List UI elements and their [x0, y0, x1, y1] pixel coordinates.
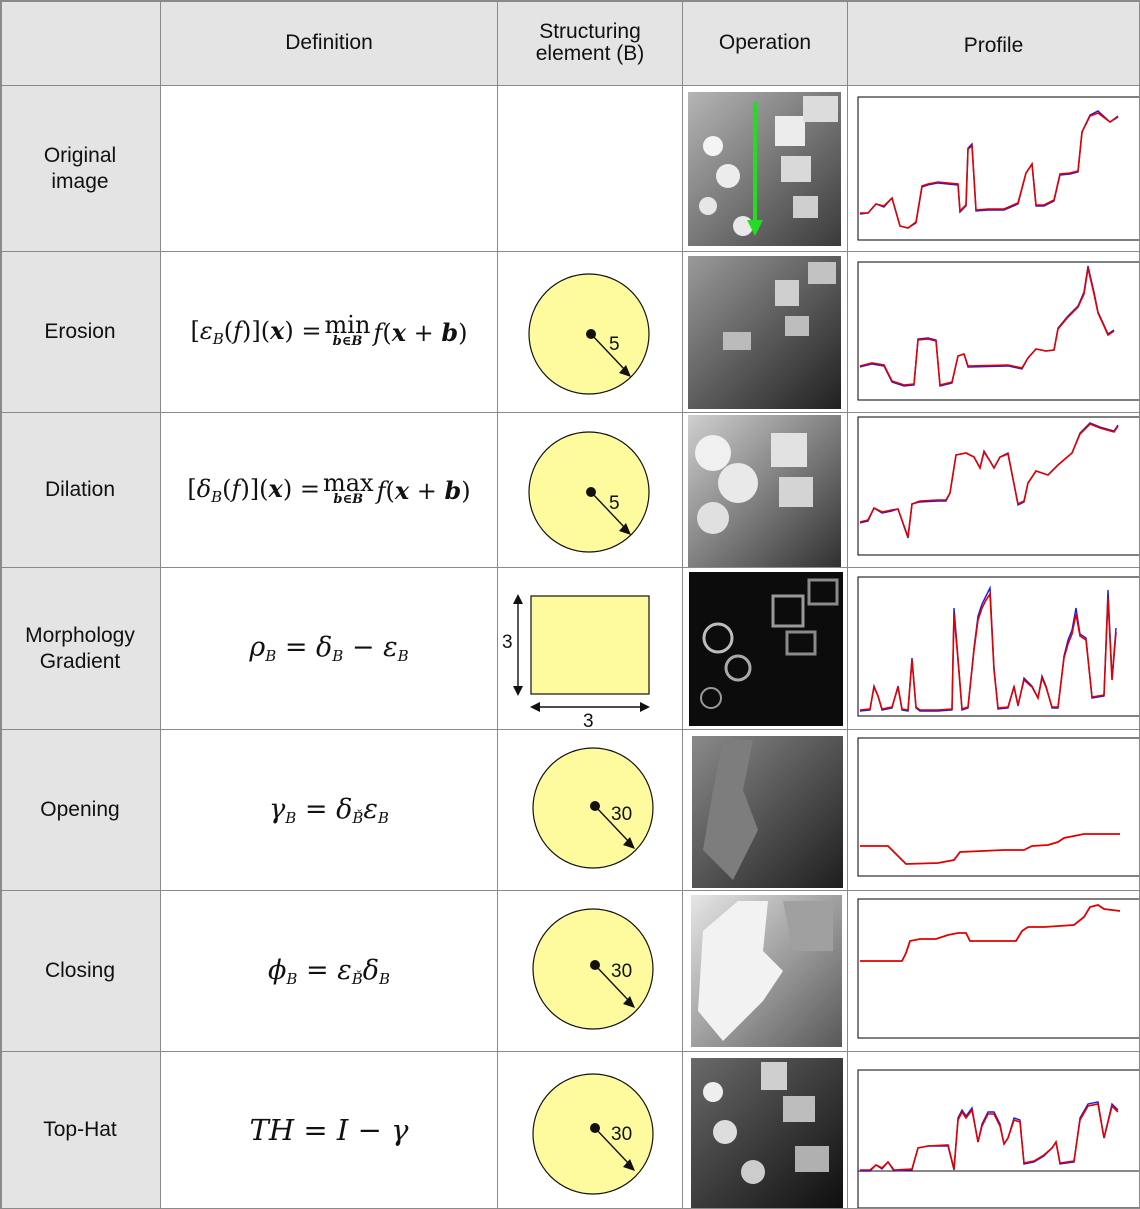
row-label-tophat: Top-Hat [0, 1052, 161, 1209]
profile-gradient [848, 568, 1140, 730]
square-height-label: 3 [502, 632, 513, 653]
structuring-closing: 30 [498, 891, 683, 1052]
structuring-gradient: 3 3 [498, 568, 683, 730]
square-width-label: 3 [583, 711, 594, 730]
profile-erosion [848, 252, 1140, 413]
profile-red [860, 112, 1119, 229]
operation-erosion [683, 252, 848, 413]
original-image [688, 92, 841, 246]
row-label-closing: Closing [0, 891, 161, 1052]
closing-image [691, 895, 842, 1047]
profile-red [859, 423, 1119, 538]
header-operation: Operation [683, 0, 848, 86]
operation-closing [683, 891, 848, 1052]
profile-red [860, 904, 1121, 962]
definition-original [161, 86, 498, 252]
profile-red [859, 267, 1115, 387]
profile-original [848, 86, 1140, 252]
profile-closing [848, 891, 1140, 1052]
row-label-original: Original image [0, 86, 161, 252]
definition-opening: γB = δB̌εB [161, 730, 498, 891]
radius-label: 30 [611, 961, 632, 982]
radius-label: 30 [611, 1124, 632, 1145]
definition-gradient: ρB = δB − εB [161, 568, 498, 730]
definition-dilation: [δB(f)](x) = max b∈B f(x + b) [161, 413, 498, 568]
radius-label: 5 [609, 493, 620, 514]
profile-red [859, 591, 1117, 711]
definition-closing: ϕB = εB̌δB [161, 891, 498, 1052]
definition-erosion: [εB(f)](x) = min b∈B f(x + b) [161, 252, 498, 413]
gradient-image [689, 572, 843, 726]
profile-plot [857, 416, 1139, 556]
header-corner [0, 0, 161, 86]
row-label-gradient: Morphology Gradient [0, 568, 161, 730]
disk-icon [532, 1073, 654, 1195]
row-label-erosion: Erosion [0, 252, 161, 413]
operation-original [683, 86, 848, 252]
row-label-dilation: Dilation [0, 413, 161, 568]
opening-image [692, 736, 843, 888]
dilation-image [688, 415, 841, 567]
definition-tophat: TH = I − γ [161, 1052, 498, 1209]
header-profile: Profile [848, 0, 1140, 86]
profile-plot [857, 737, 1139, 877]
structuring-erosion: 5 [498, 252, 683, 413]
structuring-original [498, 86, 683, 252]
operation-tophat [683, 1052, 848, 1209]
profile-opening [848, 730, 1140, 891]
profile-plot [857, 1069, 1139, 1208]
operation-dilation [683, 413, 848, 568]
profile-plot [857, 96, 1139, 241]
operation-opening [683, 730, 848, 891]
header-structuring-element: Structuring element (B) [498, 0, 683, 86]
structuring-tophat: 30 [498, 1052, 683, 1209]
profile-plot [857, 576, 1139, 717]
row-label-opening: Opening [0, 730, 161, 891]
profile-tophat [848, 1052, 1140, 1209]
profile-blue [860, 1101, 1119, 1172]
structuring-dilation: 5 [498, 413, 683, 568]
operation-gradient [683, 568, 848, 730]
radius-label: 30 [611, 804, 632, 825]
tophat-image [691, 1058, 843, 1208]
radius-label: 5 [609, 334, 620, 355]
header-definition: Definition [161, 0, 498, 86]
structuring-opening: 30 [498, 730, 683, 891]
profile-plot [857, 261, 1139, 401]
square-icon [530, 595, 650, 695]
profile-red [860, 1103, 1119, 1171]
erosion-image [688, 256, 841, 409]
profile-red [860, 833, 1120, 865]
profile-plot [857, 898, 1139, 1039]
profile-dilation [848, 413, 1140, 568]
